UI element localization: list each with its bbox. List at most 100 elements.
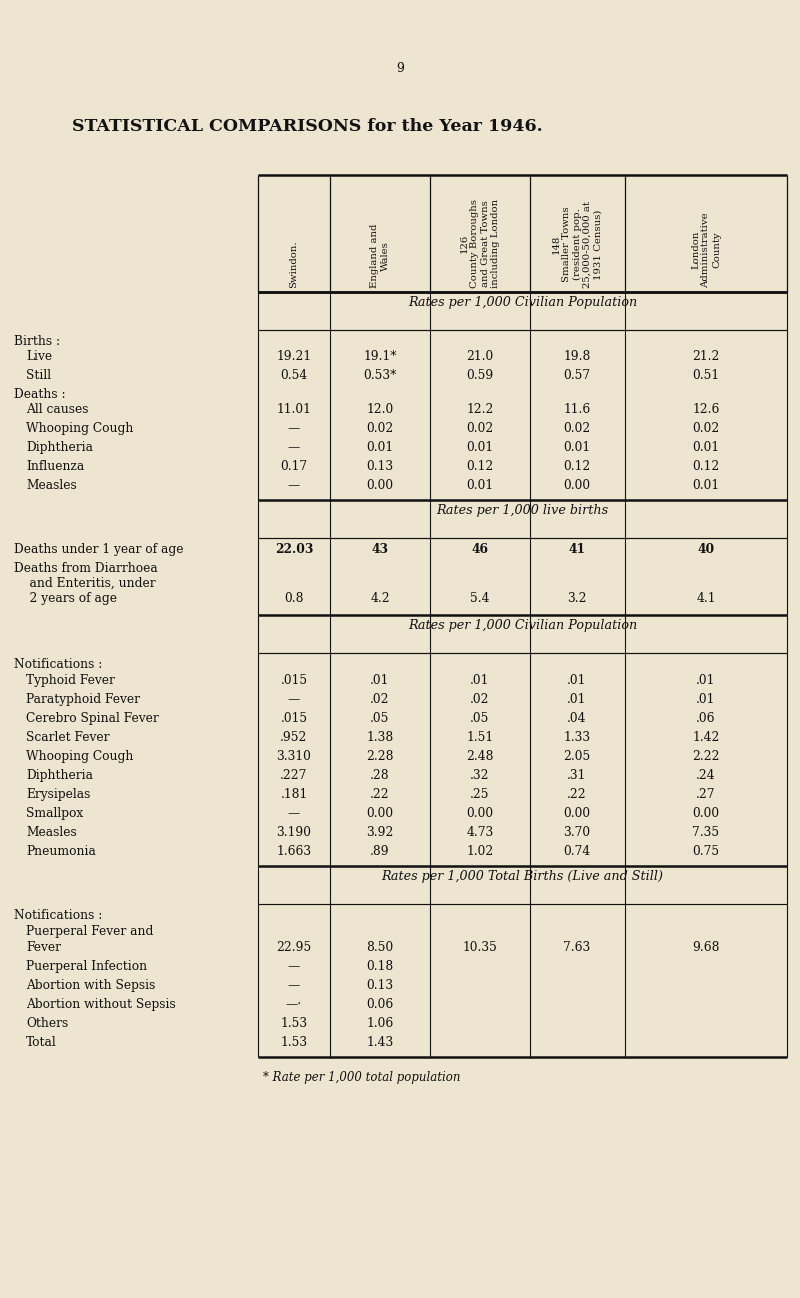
Text: .227: .227: [280, 768, 308, 781]
Text: Measles: Measles: [26, 826, 77, 839]
Text: Abortion without Sepsis: Abortion without Sepsis: [26, 998, 176, 1011]
Text: 0.02: 0.02: [563, 422, 590, 435]
Text: 19.21: 19.21: [277, 350, 311, 363]
Text: 5.4: 5.4: [470, 592, 490, 605]
Text: 0.01: 0.01: [466, 441, 494, 454]
Text: and Enteritis, under: and Enteritis, under: [14, 578, 156, 591]
Text: 0.18: 0.18: [366, 961, 394, 974]
Text: 1.53: 1.53: [281, 1018, 307, 1031]
Text: 1.43: 1.43: [366, 1036, 394, 1049]
Text: 4.1: 4.1: [696, 592, 716, 605]
Text: 2.05: 2.05: [563, 750, 590, 763]
Text: .01: .01: [567, 693, 586, 706]
Text: 0.12: 0.12: [466, 459, 494, 472]
Text: .015: .015: [281, 674, 307, 687]
Text: 2.28: 2.28: [366, 750, 394, 763]
Text: 1.53: 1.53: [281, 1036, 307, 1049]
Text: Notifications :: Notifications :: [14, 909, 102, 922]
Text: 0.17: 0.17: [281, 459, 307, 472]
Text: 22.03: 22.03: [275, 543, 313, 556]
Text: 0.12: 0.12: [692, 459, 720, 472]
Text: 0.00: 0.00: [563, 479, 590, 492]
Text: 0.01: 0.01: [366, 441, 394, 454]
Text: 1.02: 1.02: [466, 845, 494, 858]
Text: 1.663: 1.663: [277, 845, 311, 858]
Text: —: —: [288, 807, 300, 820]
Text: Rates per 1,000 live births: Rates per 1,000 live births: [437, 504, 609, 517]
Text: .01: .01: [696, 693, 716, 706]
Text: 0.75: 0.75: [693, 845, 719, 858]
Text: 0.01: 0.01: [693, 479, 719, 492]
Text: 19.1*: 19.1*: [363, 350, 397, 363]
Text: .22: .22: [370, 788, 390, 801]
Text: 12.6: 12.6: [692, 402, 720, 415]
Text: .04: .04: [567, 713, 586, 726]
Text: 21.2: 21.2: [692, 350, 720, 363]
Text: Notifications :: Notifications :: [14, 658, 102, 671]
Text: Cerebro Spinal Fever: Cerebro Spinal Fever: [26, 713, 158, 726]
Text: 0.02: 0.02: [692, 422, 720, 435]
Text: 4.73: 4.73: [466, 826, 494, 839]
Text: 4.2: 4.2: [370, 592, 390, 605]
Text: Live: Live: [26, 350, 52, 363]
Text: 10.35: 10.35: [462, 941, 498, 954]
Text: —: —: [288, 422, 300, 435]
Text: Pneumonia: Pneumonia: [26, 845, 96, 858]
Text: .05: .05: [470, 713, 490, 726]
Text: 2.22: 2.22: [692, 750, 720, 763]
Text: 8.50: 8.50: [366, 941, 394, 954]
Text: 46: 46: [471, 543, 489, 556]
Text: 1.33: 1.33: [563, 731, 590, 744]
Text: 0.00: 0.00: [693, 807, 719, 820]
Text: Rates per 1,000 Total Births (Live and Still): Rates per 1,000 Total Births (Live and S…: [382, 870, 663, 883]
Text: .28: .28: [370, 768, 390, 781]
Text: .22: .22: [567, 788, 587, 801]
Text: 0.00: 0.00: [366, 479, 394, 492]
Text: .015: .015: [281, 713, 307, 726]
Text: Paratyphoid Fever: Paratyphoid Fever: [26, 693, 140, 706]
Text: .31: .31: [567, 768, 586, 781]
Text: .181: .181: [280, 788, 308, 801]
Text: 40: 40: [698, 543, 714, 556]
Text: Deaths from Diarrhoea: Deaths from Diarrhoea: [14, 562, 158, 575]
Text: 0.13: 0.13: [366, 459, 394, 472]
Text: 9.68: 9.68: [692, 941, 720, 954]
Text: Swindon.: Swindon.: [290, 240, 298, 288]
Text: 7.35: 7.35: [693, 826, 719, 839]
Text: —: —: [288, 693, 300, 706]
Text: 0.8: 0.8: [284, 592, 304, 605]
Text: .89: .89: [370, 845, 390, 858]
Text: STATISTICAL COMPARISONS for the Year 1946.: STATISTICAL COMPARISONS for the Year 194…: [72, 118, 542, 135]
Text: 0.01: 0.01: [563, 441, 590, 454]
Text: 0.01: 0.01: [466, 479, 494, 492]
Text: 3.70: 3.70: [563, 826, 590, 839]
Text: 11.01: 11.01: [277, 402, 311, 415]
Text: 12.2: 12.2: [466, 402, 494, 415]
Text: 126
County Boroughs
and Great Towns
including London: 126 County Boroughs and Great Towns incl…: [460, 199, 500, 288]
Text: 1.42: 1.42: [692, 731, 720, 744]
Text: —: —: [288, 441, 300, 454]
Text: 0.00: 0.00: [466, 807, 494, 820]
Text: .01: .01: [370, 674, 390, 687]
Text: Influenza: Influenza: [26, 459, 84, 472]
Text: .02: .02: [470, 693, 490, 706]
Text: 0.02: 0.02: [466, 422, 494, 435]
Text: 7.63: 7.63: [563, 941, 590, 954]
Text: Whooping Cough: Whooping Cough: [26, 422, 134, 435]
Text: Abortion with Sepsis: Abortion with Sepsis: [26, 979, 155, 992]
Text: 0.12: 0.12: [563, 459, 590, 472]
Text: Typhoid Fever: Typhoid Fever: [26, 674, 115, 687]
Text: Rates per 1,000 Civilian Population: Rates per 1,000 Civilian Population: [408, 619, 637, 632]
Text: .27: .27: [696, 788, 716, 801]
Text: .05: .05: [370, 713, 390, 726]
Text: 148
Smaller Towns
(resident pop.
25,000-50,000 at
1931 Census): 148 Smaller Towns (resident pop. 25,000-…: [552, 201, 602, 288]
Text: .01: .01: [567, 674, 586, 687]
Text: 3.2: 3.2: [567, 592, 586, 605]
Text: 0.02: 0.02: [366, 422, 394, 435]
Text: Smallpox: Smallpox: [26, 807, 83, 820]
Text: 19.8: 19.8: [563, 350, 590, 363]
Text: 2.48: 2.48: [466, 750, 494, 763]
Text: 0.13: 0.13: [366, 979, 394, 992]
Text: 0.01: 0.01: [693, 441, 719, 454]
Text: Still: Still: [26, 369, 51, 382]
